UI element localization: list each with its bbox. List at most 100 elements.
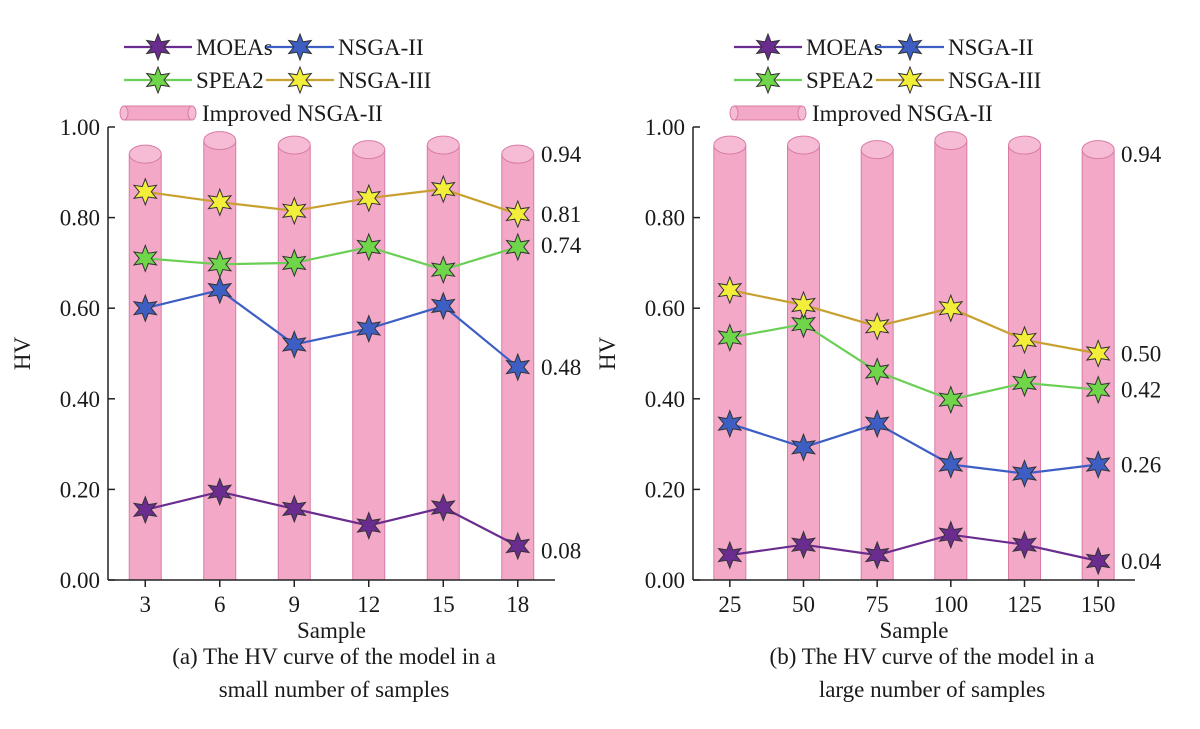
a-point-nsga-ii-3 <box>356 314 382 343</box>
b-point-nsga-ii-2 <box>864 409 890 439</box>
b-point-spea2-4 <box>1011 368 1038 398</box>
a-point-nsga-iii-3 <box>356 183 382 213</box>
b-legend-marker-nsga-ii <box>897 32 923 62</box>
b-cylinder-0-top <box>713 135 747 155</box>
b-point-nsga-iii-1 <box>790 290 817 320</box>
a-point-moeas-1 <box>207 477 233 507</box>
b-y-axis-label: HV <box>595 337 620 371</box>
b-point-spea2-0 <box>717 323 743 352</box>
b-point-nsga-iii-4 <box>1011 325 1038 355</box>
caption-b: (b) The HV curve of the model in a large… <box>652 640 1200 706</box>
b-legend-label-nsga-iii: NSGA-III <box>948 68 1041 93</box>
b-point-moeas-5 <box>1085 546 1111 576</box>
a-point-spea2-4 <box>430 255 456 285</box>
b-line-nsga-ii <box>729 422 1099 475</box>
panel-a-chart: 0.00 0.20 0.40 0.60 0.80 1.00 3 6 9 12 15 18 Sample H… <box>10 32 582 643</box>
a-x-tick-label-2: 9 <box>289 592 301 617</box>
b-y-tick-label-4: 0.80 <box>645 206 685 231</box>
b-cylinder-1-top <box>787 135 820 155</box>
a-point-nsga-ii-5 <box>505 352 531 382</box>
a-legend-cylinder-body <box>123 105 193 121</box>
a-point-moeas-4 <box>430 493 456 522</box>
a-right-label-0: 0.94 <box>541 142 582 167</box>
a-right-label-4: 0.08 <box>541 539 581 564</box>
b-point-moeas-3 <box>938 520 964 550</box>
a-line-nsga-ii <box>145 288 519 368</box>
b-legend-label-spea2: SPEA2 <box>806 68 874 93</box>
b-line-nsga-iii <box>729 289 1099 355</box>
b-x-tick-label-5: 150 <box>1081 592 1116 617</box>
a-cylinder-4-top <box>426 135 460 155</box>
b-x-tick-label-4: 125 <box>1007 592 1042 617</box>
a-x-tick-label-3: 12 <box>357 592 380 617</box>
b-legend-label-nsga-ii: NSGA-II <box>948 35 1034 60</box>
a-legend-label-nsga-ii: NSGA-II <box>338 35 424 60</box>
b-point-nsga-ii-5 <box>1085 450 1111 479</box>
b-legend-cylinder-end-right <box>797 105 807 121</box>
a-legend-marker-nsga-iii <box>287 65 313 95</box>
caption-b-line-1: (b) The HV curve of the model in a <box>769 644 1095 669</box>
b-legend-label-moeas: MOEAs <box>806 35 883 60</box>
b-x-tick-label-3: 100 <box>934 592 969 617</box>
a-x-tick-label-0: 3 <box>140 592 152 617</box>
b-y-tick-label-1: 0.20 <box>645 477 685 502</box>
b-point-moeas-0 <box>717 540 743 570</box>
b-point-nsga-ii-1 <box>790 432 817 462</box>
b-point-nsga-iii-3 <box>938 293 964 323</box>
a-legend-cylinder-end-right <box>187 105 197 121</box>
a-y-axis-label: HV <box>10 337 35 371</box>
b-cylinder-1-body <box>787 145 820 580</box>
b-point-spea2-5 <box>1085 375 1111 405</box>
a-cylinder-1-top <box>203 131 237 151</box>
b-point-nsga-ii-3 <box>938 450 964 479</box>
b-cylinder-2-top <box>860 140 894 160</box>
a-x-axis-label: Sample <box>297 618 366 643</box>
a-point-nsga-iii-1 <box>207 187 233 217</box>
b-cylinder-4-body <box>1008 145 1041 580</box>
a-point-nsga-ii-2 <box>281 330 307 359</box>
b-point-moeas-1 <box>790 530 817 560</box>
b-line-spea2 <box>729 322 1099 401</box>
b-point-moeas-2 <box>864 540 890 570</box>
a-point-spea2-1 <box>207 249 233 279</box>
a-legend-marker-spea2 <box>145 65 171 95</box>
a-point-nsga-iii-4 <box>430 174 456 204</box>
a-y-tick-label-4: 0.80 <box>60 206 100 231</box>
a-y-tick-label-0: 0.00 <box>60 568 100 593</box>
b-x-tick-label-2: 75 <box>866 592 889 617</box>
a-right-label-2: 0.74 <box>541 233 582 258</box>
a-point-nsga-ii-0 <box>132 293 158 323</box>
b-point-nsga-iii-2 <box>864 311 890 341</box>
b-point-spea2-1 <box>790 309 817 339</box>
b-legend-marker-nsga-iii <box>897 65 923 95</box>
b-cylinder-4-top <box>1008 135 1041 155</box>
a-x-tick-label-1: 6 <box>214 592 226 617</box>
a-right-label-1: 0.81 <box>541 202 581 227</box>
b-x-axis-label: Sample <box>880 618 949 643</box>
a-point-nsga-iii-2 <box>281 196 307 226</box>
b-cylinder-3-body <box>934 140 967 580</box>
b-right-label-1: 0.50 <box>1121 342 1161 367</box>
a-point-spea2-2 <box>281 248 307 278</box>
a-point-nsga-iii-5 <box>505 199 531 229</box>
caption-a: (a) The HV curve of the model in a small… <box>54 640 614 706</box>
a-y-tick-label-3: 0.60 <box>60 296 100 321</box>
b-right-label-3: 0.26 <box>1121 452 1161 477</box>
a-line-moeas <box>145 490 519 547</box>
caption-b-line-2: large number of samples <box>818 677 1046 702</box>
b-right-label-0: 0.94 <box>1121 142 1162 167</box>
a-cylinder-0-top <box>128 144 162 164</box>
a-legend-cylinder-end-left <box>119 105 129 121</box>
a-point-spea2-3 <box>356 232 382 262</box>
panel-b-chart: 0.00 0.20 0.40 0.60 0.80 1.00 25 50 75 100 125 150 S… <box>595 32 1162 643</box>
b-point-moeas-4 <box>1011 530 1038 560</box>
b-x-tick-label-0: 25 <box>718 592 741 617</box>
a-point-nsga-ii-4 <box>430 291 456 321</box>
a-cylinder-5-top <box>501 144 535 164</box>
a-right-label-3: 0.48 <box>541 355 581 380</box>
a-point-nsga-ii-1 <box>207 275 233 305</box>
caption-a-line-2: small number of samples <box>218 677 450 702</box>
a-legend-marker-nsga-ii <box>287 32 313 62</box>
b-x-tick-label-1: 50 <box>792 592 815 617</box>
a-legend-marker-moeas <box>145 32 171 62</box>
